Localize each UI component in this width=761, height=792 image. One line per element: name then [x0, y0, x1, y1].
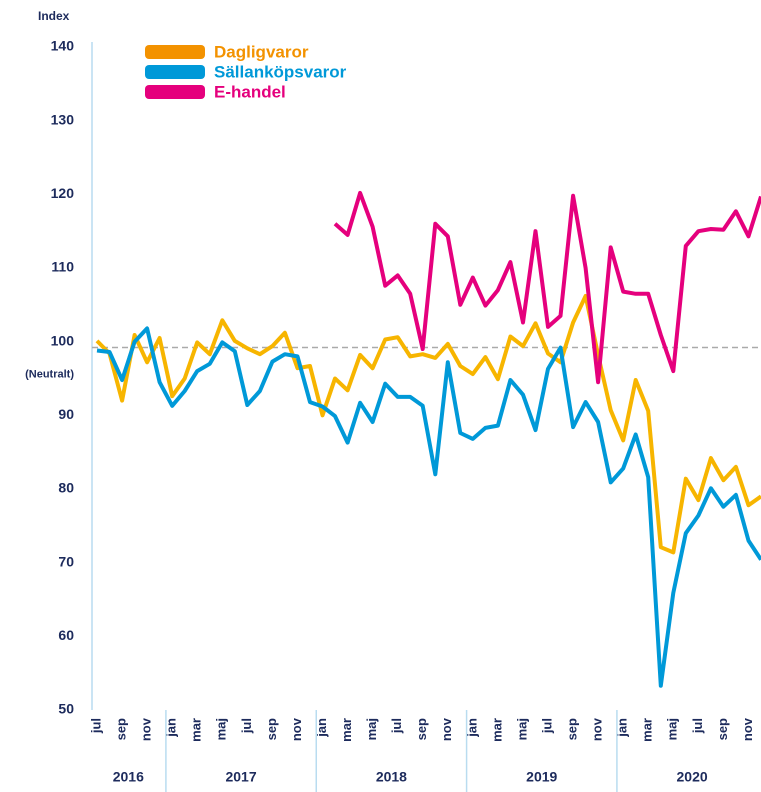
- legend-swatch: [145, 45, 205, 59]
- y-axis-label: Index: [38, 9, 70, 23]
- year-label: 2020: [677, 769, 708, 785]
- y-tick-label: 80: [58, 480, 74, 496]
- x-tick-label: maj: [514, 718, 529, 740]
- x-tick-label: jan: [464, 718, 479, 738]
- x-tick-label: nov: [139, 717, 154, 741]
- x-tick-label: sep: [715, 718, 730, 740]
- x-tick-label: jul: [239, 718, 254, 734]
- annotation: (Neutralt): [25, 368, 74, 380]
- x-tick-label: mar: [489, 718, 504, 742]
- x-tick-label: maj: [665, 718, 680, 740]
- year-label: 2016: [113, 769, 144, 785]
- year-label: 2019: [526, 769, 557, 785]
- x-tick-label: mar: [339, 718, 354, 742]
- x-tick-label: nov: [289, 717, 304, 741]
- legend-swatch: [145, 65, 205, 79]
- x-tick-label: maj: [364, 718, 379, 740]
- year-label: 2017: [225, 769, 256, 785]
- series-line: [333, 190, 761, 385]
- y-tick-label: 90: [58, 406, 74, 422]
- x-tick-label: sep: [414, 718, 429, 740]
- y-tick-label: 60: [58, 627, 74, 643]
- x-tick-label: jul: [389, 718, 404, 734]
- x-tick-label: sep: [113, 718, 128, 740]
- y-tick-label: 70: [58, 553, 74, 569]
- x-tick-label: jan: [314, 718, 329, 738]
- y-tick-label: 130: [51, 111, 75, 127]
- y-tick-label: 110: [51, 259, 74, 275]
- legend-label: Dagligvaror: [214, 42, 309, 61]
- y-tick-label: 140: [51, 38, 75, 54]
- legend-label: Sällanköpsvaror: [214, 62, 347, 81]
- x-tick-label: mar: [189, 718, 204, 742]
- y-tick-label: 120: [51, 185, 75, 201]
- y-tick-label: 100: [51, 332, 75, 348]
- x-tick-label: jul: [690, 718, 705, 734]
- x-tick-label: jan: [615, 718, 630, 738]
- x-tick-label: nov: [740, 717, 755, 741]
- x-tick-label: sep: [565, 718, 580, 740]
- x-tick-label: maj: [214, 718, 229, 740]
- series-line: [95, 294, 761, 555]
- series-line: [96, 326, 761, 688]
- x-tick-label: jul: [539, 718, 554, 734]
- x-tick-label: jul: [88, 718, 103, 734]
- year-label: 2018: [376, 769, 407, 785]
- x-tick-label: jan: [164, 718, 179, 738]
- x-tick-label: nov: [590, 717, 605, 741]
- legend-swatch: [145, 85, 205, 99]
- legend-label: E-handel: [214, 82, 286, 101]
- x-tick-label: sep: [264, 718, 279, 740]
- y-tick-label: 50: [58, 701, 74, 717]
- x-tick-label: nov: [439, 717, 454, 741]
- x-tick-label: mar: [640, 718, 655, 742]
